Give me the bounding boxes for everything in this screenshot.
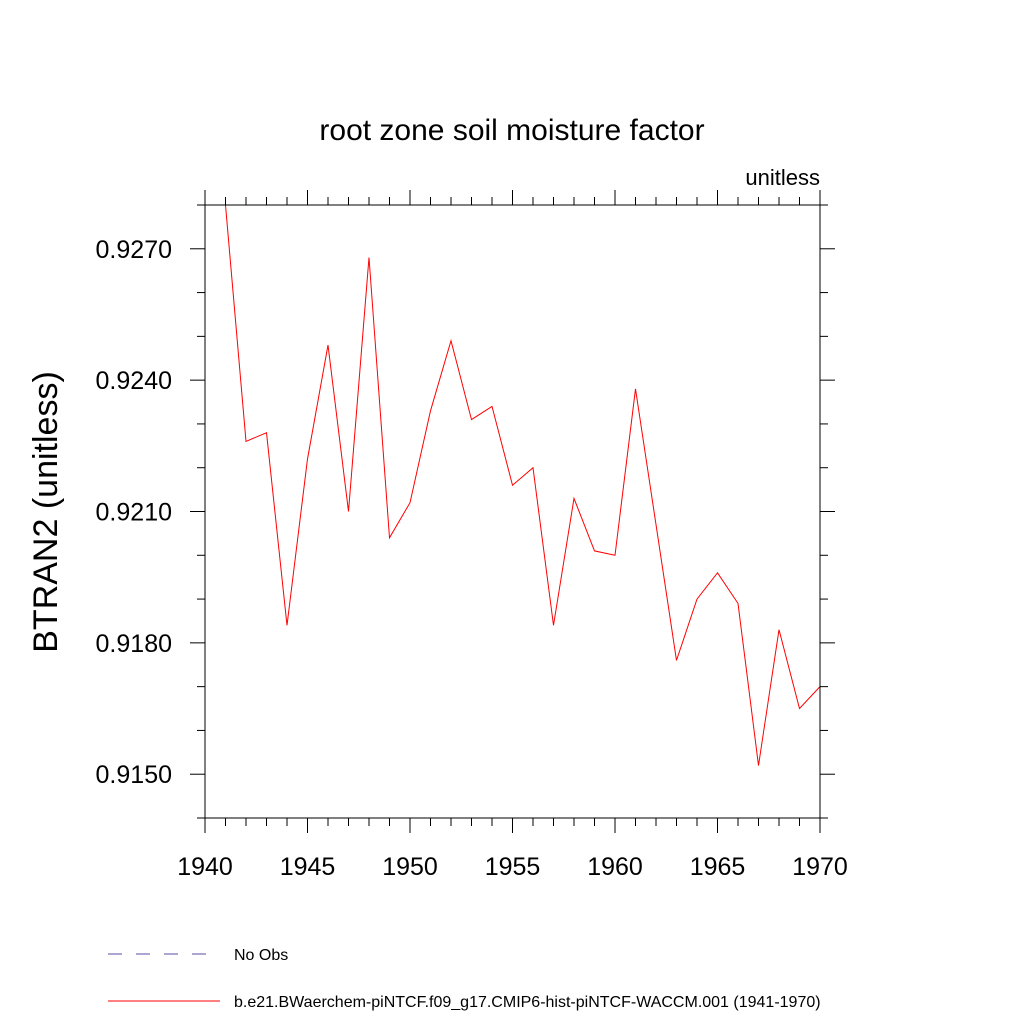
y-tick-label: 0.9150 (96, 761, 172, 789)
x-tick-label: 1940 (177, 853, 233, 881)
plot-frame (204, 204, 821, 819)
legend-label: b.e21.BWaerchem-piNTCF.f09_g17.CMIP6-his… (234, 994, 821, 1011)
x-tick-label: 1960 (587, 853, 643, 881)
x-tick-label: 1955 (485, 853, 541, 881)
y-axis-ticks: 0.9150 0.9180 0.9210 0.9240 0.9270 (96, 204, 835, 819)
x-tick-label: 1970 (792, 853, 848, 881)
y-axis-label: BTRAN2 (unitless) (27, 371, 65, 653)
y-tick-label: 0.9270 (96, 236, 172, 264)
legend: No Obs b.e21.BWaerchem-piNTCF.f09_g17.CMI… (108, 947, 821, 1011)
chart-title: root zone soil moisture factor (319, 114, 704, 147)
y-tick-label: 0.9180 (96, 630, 172, 658)
y-tick-label: 0.9240 (96, 367, 172, 395)
y-tick-label: 0.9210 (96, 499, 172, 527)
units-label: unitless (745, 165, 820, 190)
x-tick-label: 1965 (690, 853, 746, 881)
x-axis-ticks: 1940 1945 1950 1955 1960 1965 1970 (177, 190, 848, 881)
series-line-0 (225, 204, 821, 766)
series-layer (225, 204, 821, 766)
legend-label: No Obs (234, 947, 288, 964)
x-tick-label: 1945 (280, 853, 336, 881)
x-tick-label: 1950 (382, 853, 438, 881)
